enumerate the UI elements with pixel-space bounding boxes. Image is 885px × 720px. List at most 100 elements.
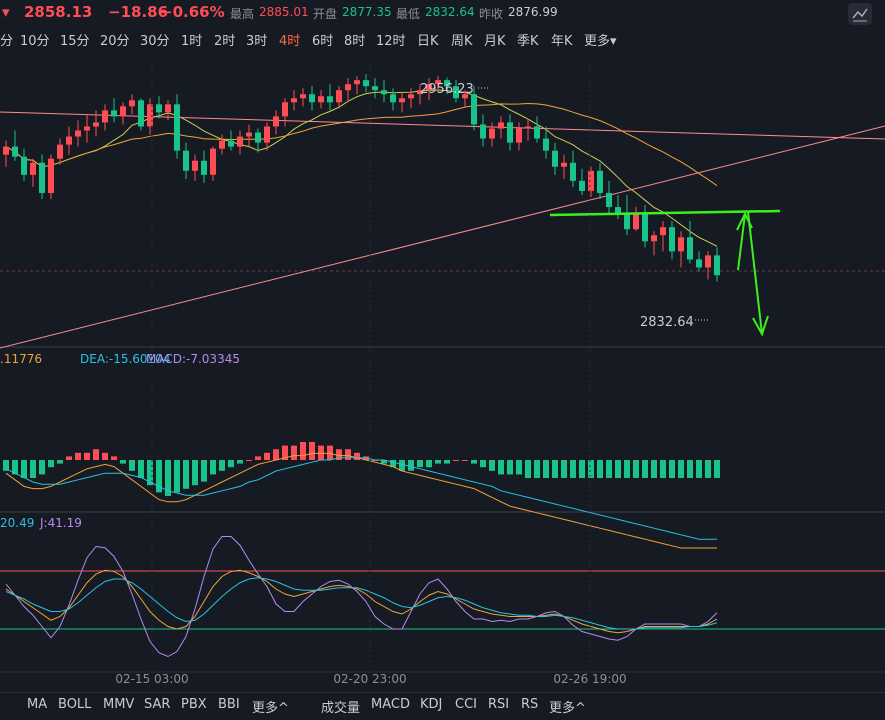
candle-body [534, 126, 540, 139]
macd-histogram-bar [75, 452, 81, 460]
period-tab-5[interactable]: 1时 [181, 34, 203, 49]
period-tab-16[interactable]: 年K [551, 34, 573, 49]
low-price-label: 2832.64 [640, 315, 694, 330]
period-tab-10[interactable]: 8时 [344, 34, 366, 49]
candle-body [93, 122, 99, 127]
period-tab-2[interactable]: 15分 [60, 34, 90, 49]
candle-body [714, 255, 720, 276]
kline-chart[interactable]: 2956.23 2832.64 .11776 DEA:-15.60104MACD:-7… [0, 52, 885, 692]
indicator-tab-1[interactable]: BOLL [58, 697, 92, 712]
chevron-down-icon[interactable]: ▾ [2, 3, 10, 21]
macd-histogram-bar [669, 460, 675, 478]
candle-body [57, 144, 63, 159]
draw-tool-button[interactable] [848, 3, 872, 25]
up-arrow-shaft [737, 213, 746, 271]
macd-histogram-bar [543, 460, 549, 478]
indicator-tab-5[interactable]: BBI [218, 697, 240, 712]
indicator-tab-0[interactable]: MA [27, 697, 48, 712]
candle-body [588, 170, 594, 191]
macd-histogram-bar [228, 460, 234, 468]
period-tab-3[interactable]: 20分 [100, 34, 130, 49]
macd-histogram-bar [660, 460, 666, 478]
period-tab-4[interactable]: 30分 [140, 34, 170, 49]
candle-body [480, 124, 486, 139]
candle-body [309, 94, 315, 103]
indicator-tab-8[interactable]: MACD [371, 697, 410, 712]
macd-histogram-bar [597, 460, 603, 478]
macd-histogram-bar [426, 460, 432, 468]
candle-body [516, 128, 522, 143]
period-tab-11[interactable]: 12时 [376, 34, 406, 49]
candle-body [210, 148, 216, 175]
period-tab-12[interactable]: 日K [417, 34, 439, 49]
indicator-tab-11[interactable]: RSI [488, 697, 510, 712]
candle-body [453, 86, 459, 99]
candle-body [120, 106, 126, 117]
candle-body [597, 170, 603, 193]
kdj-j-line [5, 536, 718, 658]
period-tab-6[interactable]: 2时 [214, 34, 236, 49]
prev-close-value: 2876.99 [508, 5, 558, 19]
macd-histogram-bar [390, 460, 396, 468]
macd-dif-line [5, 452, 717, 549]
candle-body [624, 213, 630, 230]
candle-body [381, 90, 387, 95]
candle-body [543, 138, 549, 151]
candle-body [183, 150, 189, 171]
candle-body [354, 80, 360, 85]
candle-body [237, 136, 243, 147]
candle-body [345, 84, 351, 91]
period-tab-15[interactable]: 季K [517, 34, 539, 49]
candle-body [147, 104, 153, 127]
candle-body [678, 237, 684, 252]
period-tab-14[interactable]: 月K [484, 34, 506, 49]
candle-body [399, 98, 405, 103]
candle-body [156, 104, 162, 113]
macd-histogram-bar [21, 460, 27, 478]
indicator-tab-3[interactable]: SAR [144, 697, 171, 712]
macd-dea-line [5, 457, 717, 540]
indicator-tab-13[interactable]: 更多^ [549, 701, 586, 716]
period-tab-9[interactable]: 6时 [312, 34, 334, 49]
candle-body [336, 90, 342, 103]
period-tab-8[interactable]: 4时 [279, 34, 301, 49]
candle-body [219, 140, 225, 149]
indicator-tab-7[interactable]: 成交量 [321, 701, 361, 716]
candle-body [417, 90, 423, 95]
quote-bar: ▾ 2858.13 −18.86 −0.66% 最高 2885.01 开盘 28… [0, 0, 885, 24]
macd-histogram-bar [498, 460, 504, 475]
candle-body [30, 162, 36, 175]
period-tab-13[interactable]: 周K [451, 34, 473, 49]
candle-body [687, 237, 693, 260]
macd-histogram-bar [561, 460, 567, 478]
open-value: 2877.35 [342, 5, 392, 19]
period-tab-17[interactable]: 更多▾ [584, 34, 617, 49]
macd-histogram-bar [687, 460, 693, 478]
indicator-tabs: MA BOLL MMV SAR PBX BBI 更多^ 成交量 MACD KDJ CCI RSI RS 更… [0, 692, 885, 720]
indicator-tab-6[interactable]: 更多^ [252, 701, 289, 716]
macd-histogram-bar [444, 460, 450, 464]
period-tab-1[interactable]: 10分 [20, 34, 50, 49]
macd-histogram-bar [606, 460, 612, 478]
macd-histogram-bar [138, 460, 144, 478]
macd-histogram-bar [264, 452, 270, 460]
candle-body [21, 156, 27, 175]
period-tab-7[interactable]: 3时 [246, 34, 268, 49]
indicator-tab-2[interactable]: MMV [103, 697, 135, 712]
candle-body [552, 150, 558, 167]
indicator-tab-12[interactable]: RS [521, 697, 539, 712]
period-tab-0[interactable]: 分 [0, 34, 14, 49]
macd-histogram-bar [408, 460, 414, 471]
indicator-tab-10[interactable]: CCI [455, 697, 477, 712]
candle-body [48, 158, 54, 193]
candle-body [696, 259, 702, 268]
candle-body [408, 94, 414, 99]
candle-body [264, 126, 270, 143]
indicator-tab-9[interactable]: KDJ [420, 697, 443, 712]
candle-body [300, 94, 306, 99]
candle-body [615, 207, 621, 214]
ma-long-line [5, 102, 718, 187]
macd-histogram-bar [300, 442, 306, 460]
macd-histogram-bar [174, 460, 180, 493]
indicator-tab-4[interactable]: PBX [181, 697, 207, 712]
